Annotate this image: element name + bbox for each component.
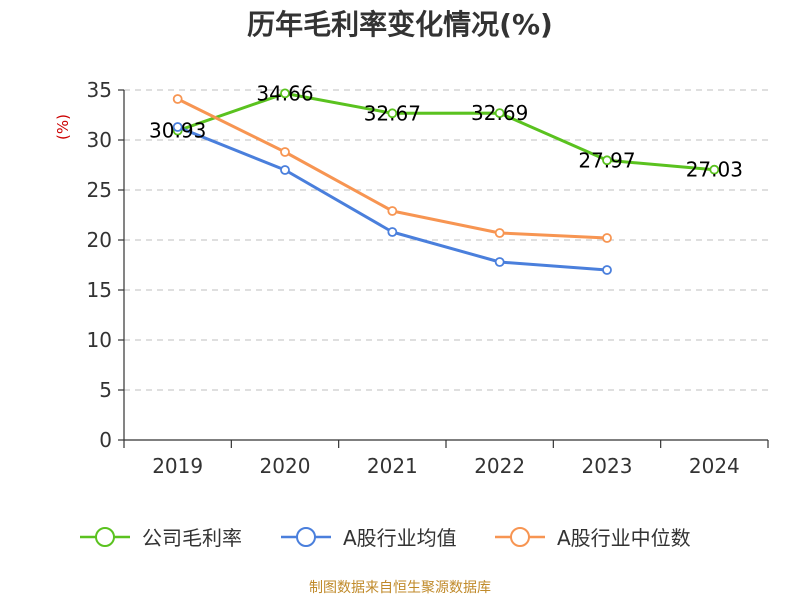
chart-title: 历年毛利率变化情况(%) [247, 8, 553, 41]
y-tick-label: 5 [99, 378, 112, 402]
data-point[interactable] [387, 206, 398, 216]
data-label: 34.66 [256, 81, 313, 105]
y-tick-label: 15 [87, 278, 112, 302]
legend: 公司毛利率 A股行业均值 A股行业中位数 [80, 526, 691, 550]
y-axis-label: (%) [54, 114, 72, 140]
legend-item-2[interactable]: A股行业中位数 [495, 526, 691, 550]
data-point[interactable] [387, 227, 398, 237]
data-label: 32.69 [471, 101, 528, 125]
data-label: 32.67 [364, 101, 421, 125]
gridlines [124, 89, 768, 391]
x-tick-label: 2023 [582, 454, 633, 478]
data-point[interactable] [387, 108, 398, 119]
y-tick-label: 10 [87, 328, 112, 352]
series-line-0 [177, 91, 715, 172]
data-point[interactable] [280, 165, 290, 175]
data-point[interactable] [280, 147, 290, 157]
data-point[interactable] [602, 265, 612, 275]
data-point[interactable] [280, 88, 290, 99]
x-tick-label: 2021 [367, 454, 418, 478]
y-tick-label: 20 [87, 228, 112, 252]
x-tick-label: 2019 [152, 454, 203, 478]
data-point[interactable] [494, 108, 505, 118]
legend-item-1[interactable]: A股行业均值 [281, 526, 457, 550]
y-tick-label: 25 [87, 178, 112, 202]
legend-item-0[interactable]: 公司毛利率 [80, 526, 242, 550]
x-tick-label: 2020 [260, 454, 311, 478]
data-point[interactable] [602, 233, 612, 243]
data-point[interactable] [709, 164, 720, 175]
data-point[interactable] [494, 228, 505, 238]
legend-marker-icon [95, 527, 115, 547]
data-label: 27.03 [686, 158, 743, 182]
legend-marker-icon [510, 527, 530, 547]
data-labels: 30.93 34.66 32.67 32.69 27.97 27.03 [149, 81, 743, 181]
source-note: 制图数据来自恒生聚源数据库 [309, 580, 491, 596]
legend-label: A股行业均值 [343, 526, 457, 550]
series-line-1 [177, 125, 608, 272]
series-lines [172, 88, 720, 275]
data-point[interactable] [494, 257, 505, 267]
data-label: 30.93 [149, 119, 206, 143]
x-tick-label: 2024 [689, 454, 740, 478]
y-tick-label: 35 [87, 78, 112, 102]
legend-marker-icon [296, 527, 316, 547]
axes: 0 5 10 15 20 25 30 35 2019 2020 2021 2022 2023 2024 [87, 78, 769, 478]
x-tick-label: 2022 [474, 454, 525, 478]
data-label: 27.97 [578, 148, 635, 172]
data-point[interactable] [172, 122, 183, 132]
data-point[interactable] [172, 94, 183, 104]
legend-label: A股行业中位数 [557, 526, 691, 550]
data-point[interactable] [602, 155, 612, 166]
legend-label: 公司毛利率 [142, 526, 242, 550]
y-tick-label: 0 [99, 428, 112, 452]
y-tick-label: 30 [87, 128, 112, 152]
